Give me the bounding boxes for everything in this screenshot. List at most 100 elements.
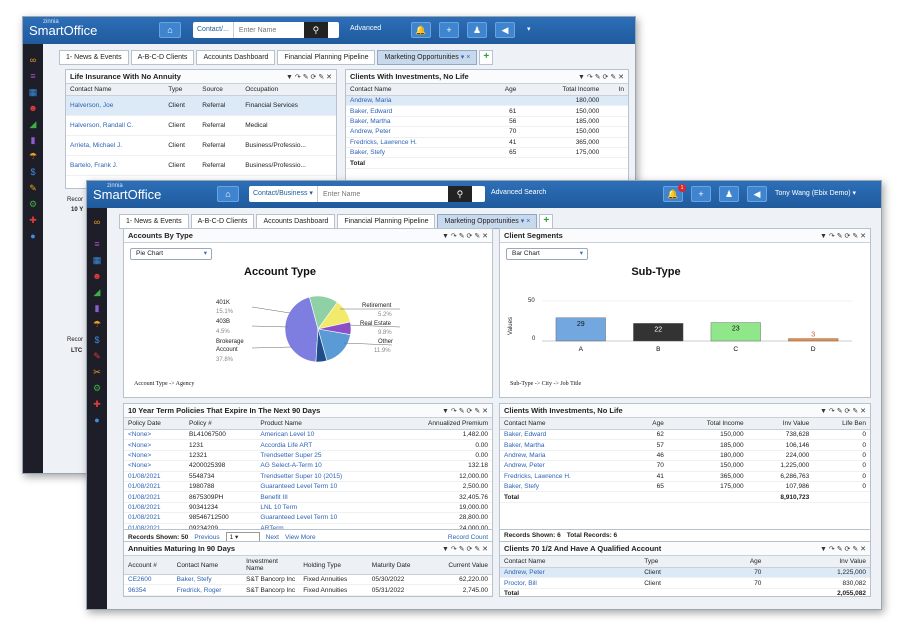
home-button[interactable]: ⌂ [217,186,239,202]
tab-abcd-clients[interactable]: A-B-C-D Clients [130,50,195,65]
calendar-icon[interactable]: ▦ [92,255,102,265]
gears-icon[interactable]: ⚙ [28,199,38,209]
column-header[interactable]: In [603,84,628,96]
tab-accounts-dashboard[interactable]: Accounts Dashboard [256,214,336,229]
column-header[interactable]: Type [164,84,199,96]
search-icon[interactable]: ⚲ [303,22,328,38]
column-header[interactable]: Contact Name [172,556,243,575]
panel-actions[interactable]: ▼ ↷ ✎ ⟳ ✎ ✕ [442,407,488,415]
tab-marketing-opportunities[interactable]: Marketing Opportunities ▾ × [377,50,478,65]
chart-icon[interactable]: ▮ [94,303,100,313]
user-icon[interactable]: ♟ [467,22,487,38]
contacts-icon[interactable]: ☻ [92,271,102,281]
dollar-icon[interactable]: $ [30,167,36,177]
search-icon[interactable]: ⚲ [447,186,472,202]
add-tab-button[interactable]: + [539,214,554,229]
link-icon[interactable]: ∞ [29,55,37,65]
search-type-select[interactable]: Contact/Business ▾ [249,186,318,202]
menu-icon[interactable]: ≡ [94,239,100,249]
bell-icon[interactable]: 🔔 1 [663,184,686,202]
dollar-icon[interactable]: $ [94,335,100,345]
bar-b[interactable] [633,323,684,342]
user-menu-caret[interactable]: ▾ [527,26,531,33]
expand-icon[interactable]: ● [94,415,100,425]
sound-icon[interactable]: ◀ [495,22,515,38]
tab-abcd-clients[interactable]: A-B-C-D Clients [190,214,255,229]
column-header[interactable]: Policy Date [124,418,186,430]
umbrella-icon[interactable]: ☂ [28,151,38,161]
puzzle-icon[interactable]: ✚ [93,399,101,409]
tab-accounts-dashboard[interactable]: Accounts Dashboard [196,50,276,65]
menu-icon[interactable]: ≡ [30,71,36,81]
tab-close-icon[interactable]: ▾ × [460,54,471,61]
column-header[interactable]: Age [484,84,521,96]
chart-icon[interactable]: ▮ [30,135,36,145]
column-header[interactable]: Account # [124,556,173,575]
column-header[interactable]: Contact Name [346,84,485,96]
column-header[interactable]: Age [710,556,766,568]
smartoffice-logo[interactable]: zinnia SmartOffice [93,183,162,202]
column-header[interactable]: Occupation [241,84,336,96]
column-header[interactable]: Contact Name [500,418,634,430]
tab-news[interactable]: 1- News & Events [119,214,189,229]
add-icon[interactable]: + [691,186,711,202]
column-header[interactable]: Holding Type [299,556,368,575]
column-header[interactable]: Age [633,418,668,430]
chart-type-select[interactable]: Bar Chart ▾ [506,248,588,260]
search-input[interactable] [233,22,304,38]
column-header[interactable]: Policy # [185,418,257,430]
panel-actions[interactable]: ▼ ↷ ✎ ⟳ ✎ ✕ [820,407,866,415]
user-icon[interactable]: ♟ [719,186,739,202]
previous-link[interactable]: Previous [194,533,220,541]
gears-icon[interactable]: ⚙ [92,383,102,393]
gavel-icon[interactable]: ✎ [93,351,101,361]
column-header[interactable]: Current Value [429,556,492,575]
wrench-icon[interactable]: ✎ [29,183,37,193]
umbrella-icon[interactable]: ☂ [92,319,102,329]
wrench-icon[interactable]: ✂ [93,367,101,377]
add-icon[interactable]: + [439,22,459,38]
search-input[interactable] [317,186,448,202]
panel-actions[interactable]: ▼ ↷ ✎ ⟳ ✎ ✕ [820,232,866,240]
home-button[interactable]: ⌂ [159,22,181,38]
user-menu[interactable]: Tony Wang (Ebix Demo) ▾ [775,190,857,197]
bar-a[interactable] [555,317,606,342]
megaphone-icon[interactable]: ◢ [93,287,101,297]
column-header[interactable]: Total Income [520,84,604,96]
advanced-search-link[interactable]: Advanced Search [491,189,547,196]
column-header[interactable]: Contact Name [500,556,641,568]
tab-news[interactable]: 1- News & Events [59,50,129,65]
pie-slice-403b[interactable] [315,328,328,363]
panel-actions[interactable]: ▼ ↷ ✎ ⟳ ✎ ✕ [286,73,332,81]
column-header[interactable]: Annualized Premium [390,418,492,430]
sound-icon[interactable]: ◀ [747,186,767,202]
panel-actions[interactable]: ▼ ↷ ✎ ⟳ ✎ ✕ [820,545,866,553]
tab-financial-planning[interactable]: Financial Planning Pipeline [277,50,376,65]
advanced-search-link[interactable]: Advanced [350,25,382,32]
bar-d[interactable] [788,338,839,342]
calendar-icon[interactable]: ▦ [28,87,38,97]
pie-slice-brokerage-account[interactable] [284,296,319,363]
contacts-icon[interactable]: ☻ [28,103,38,113]
column-header[interactable]: Type [640,556,710,568]
link-icon[interactable]: ∞ [93,217,101,227]
tab-close-icon[interactable]: ▾ × [520,218,531,225]
record-count-link[interactable]: Record Count [447,533,488,541]
bell-icon[interactable]: 🔔 [411,22,431,38]
search-type-select[interactable]: Contact/... [193,22,234,38]
add-tab-button[interactable]: + [479,50,494,65]
panel-actions[interactable]: ▼ ↷ ✎ ⟳ ✎ ✕ [578,73,624,81]
column-header[interactable]: Maturity Date [367,556,430,575]
column-header[interactable]: Product Name [256,418,391,430]
column-header[interactable]: Total Income [667,418,748,430]
column-header[interactable]: Inv Value [747,418,814,430]
panel-actions[interactable]: ▼ ↷ ✎ ⟳ ✎ ✕ [442,545,488,553]
column-header[interactable]: Life Ben [813,418,870,430]
tab-financial-planning[interactable]: Financial Planning Pipeline [337,214,436,229]
next-link[interactable]: Next [265,533,279,541]
column-header[interactable]: Investment Name [242,556,300,575]
chart-type-select[interactable]: Pie Chart ▾ [130,248,212,260]
smartoffice-logo[interactable]: zinnia SmartOffice [29,19,98,38]
megaphone-icon[interactable]: ◢ [29,119,37,129]
tab-marketing-opportunities[interactable]: Marketing Opportunities ▾ × [437,214,538,229]
